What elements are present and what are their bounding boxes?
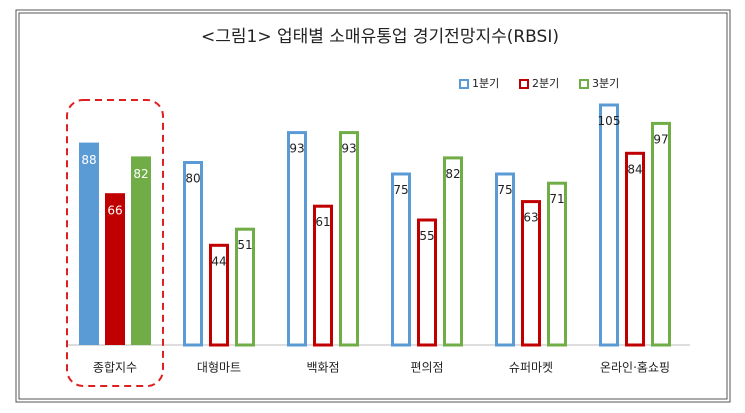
bar (131, 156, 151, 345)
data-label: 55 (419, 229, 434, 243)
x-tick-label: 슈퍼마켓 (509, 361, 553, 375)
data-label: 97 (653, 132, 668, 146)
bar (105, 193, 125, 345)
data-label: 82 (133, 167, 148, 181)
bar (339, 131, 359, 347)
data-label: 88 (81, 153, 96, 167)
data-label: 61 (315, 215, 330, 229)
data-label: 105 (598, 114, 621, 128)
data-label: 93 (289, 142, 304, 156)
bar (79, 142, 99, 345)
x-tick-label: 대형마트 (197, 361, 241, 375)
data-label: 93 (341, 142, 356, 156)
x-tick-label: 온라인·홈쇼핑 (600, 361, 670, 375)
data-label: 75 (497, 183, 512, 197)
bar (521, 200, 541, 347)
legend-swatch (519, 79, 529, 89)
bar (625, 151, 645, 347)
data-label: 75 (393, 183, 408, 197)
bar (313, 204, 333, 347)
data-label: 66 (107, 204, 122, 218)
highlight-box (66, 99, 164, 387)
x-tick-label: 백화점 (306, 361, 339, 375)
bar (547, 181, 567, 347)
bar (599, 103, 619, 347)
bar (443, 156, 463, 347)
bar (391, 172, 411, 347)
bar (209, 243, 229, 347)
data-label: 84 (627, 162, 642, 176)
legend-label: 1분기 (472, 77, 499, 90)
inner-frame (18, 12, 728, 400)
data-label: 71 (549, 192, 564, 206)
legend-label: 3분기 (592, 77, 619, 90)
chart-title: <그림1> 업태별 소매유통업 경기전망지수(RBSI) (201, 27, 559, 47)
legend-swatch (459, 79, 469, 89)
bar (235, 227, 255, 347)
outer-frame (15, 9, 731, 403)
data-label: 80 (185, 172, 200, 186)
bar (183, 161, 203, 347)
data-label: 44 (211, 254, 226, 268)
legend-label: 2분기 (532, 77, 559, 90)
legend-swatch (579, 79, 589, 89)
bar (495, 172, 515, 347)
x-tick-label: 종합지수 (93, 361, 137, 375)
data-label: 63 (523, 211, 538, 225)
data-label: 51 (237, 238, 252, 252)
bar (417, 218, 437, 347)
x-tick-label: 편의점 (410, 361, 443, 375)
data-label: 82 (445, 167, 460, 181)
bar (651, 121, 671, 347)
bar (287, 131, 307, 347)
